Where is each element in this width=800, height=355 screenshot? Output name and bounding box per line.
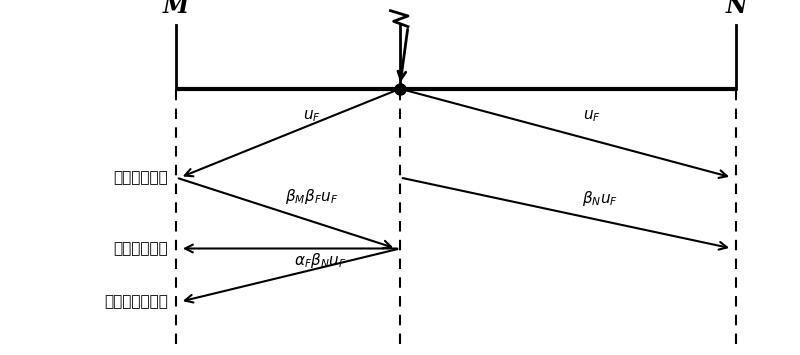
Text: M: M [163,0,189,18]
Text: $u_F$: $u_F$ [303,109,321,124]
Text: $\alpha_F\beta_N u_F$: $\alpha_F\beta_N u_F$ [294,251,346,270]
Text: $\beta_N u_F$: $\beta_N u_F$ [582,189,618,208]
Text: $u_F$: $u_F$ [583,109,601,124]
Text: $\beta_M\beta_F u_F$: $\beta_M\beta_F u_F$ [285,187,339,206]
Text: 对端母线反射波: 对端母线反射波 [104,294,168,309]
Text: 故障点反射波: 故障点反射波 [114,241,168,256]
Text: N: N [725,0,747,18]
Text: 初始故障行波: 初始故障行波 [114,170,168,185]
